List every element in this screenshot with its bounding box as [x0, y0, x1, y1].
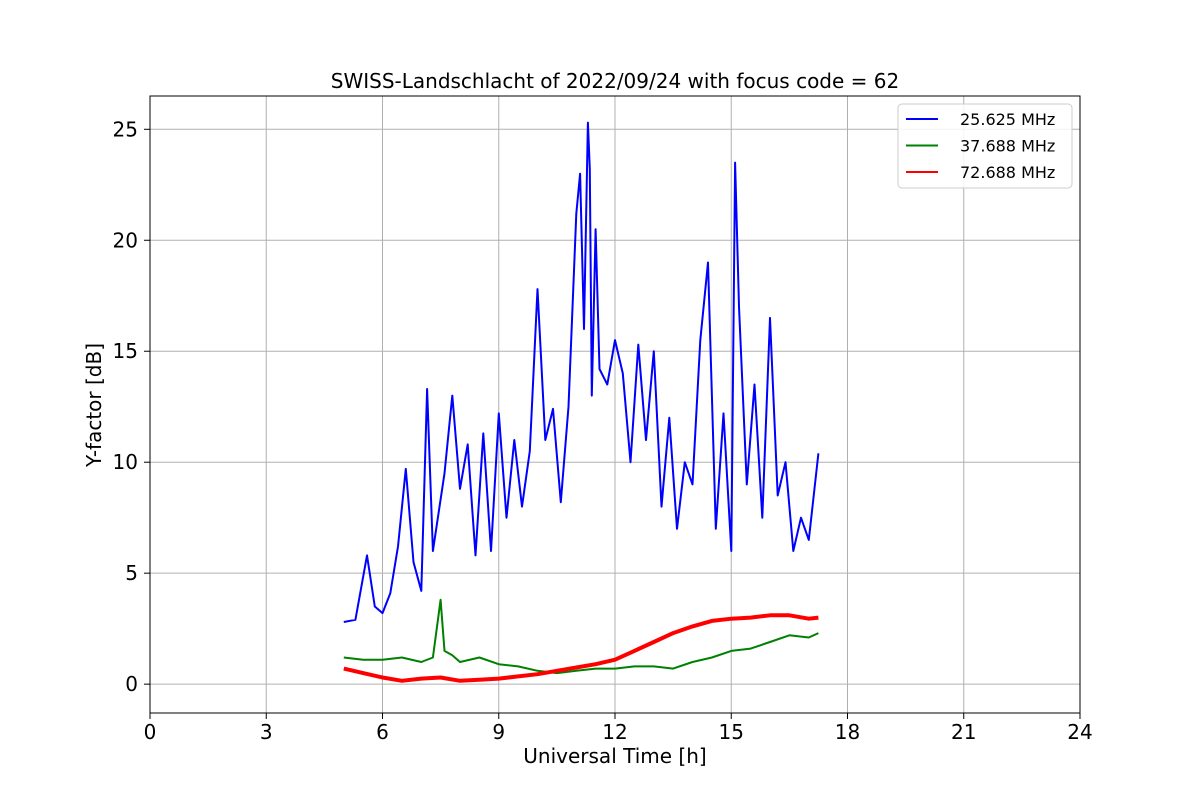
legend-label: 25.625 MHz	[960, 110, 1055, 129]
grid	[149, 96, 1081, 713]
y-tick-label: 20	[113, 228, 138, 252]
axis-ticks: 0 3 6 9 12 15 18 21 24 0 5 10 15 20 25	[113, 117, 1093, 744]
x-tick-label: 3	[260, 720, 273, 744]
chart-title: SWISS-Landschlacht of 2022/09/24 with fo…	[331, 69, 899, 93]
y-tick-label: 25	[113, 117, 138, 141]
series-line-37-688-mhz	[343, 598, 819, 675]
legend-label: 72.688 MHz	[960, 163, 1055, 182]
plot-area	[343, 121, 820, 683]
y-tick-label: 10	[113, 450, 138, 474]
x-axis-label: Universal Time [h]	[523, 744, 706, 768]
y-tick-label: 5	[125, 561, 138, 585]
x-tick-label: 0	[144, 720, 157, 744]
y-tick-label: 0	[125, 672, 138, 696]
legend: 25.625 MHz 37.688 MHz 72.688 MHz	[897, 103, 1073, 189]
series-line-72-688-mhz	[343, 613, 819, 683]
x-tick-label: 6	[376, 720, 389, 744]
y-axis-label: Y-factor [dB]	[82, 343, 106, 468]
legend-box	[897, 103, 1073, 189]
series-line-25-625-mhz	[343, 121, 820, 623]
x-tick-label: 24	[1067, 720, 1092, 744]
legend-label: 37.688 MHz	[960, 137, 1055, 156]
x-tick-label: 18	[835, 720, 860, 744]
x-tick-label: 15	[719, 720, 744, 744]
x-tick-label: 12	[602, 720, 627, 744]
x-tick-label: 9	[492, 720, 505, 744]
x-tick-label: 21	[951, 720, 976, 744]
y-tick-label: 15	[113, 339, 138, 363]
